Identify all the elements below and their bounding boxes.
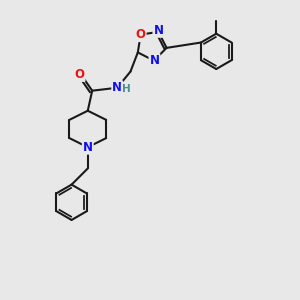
Text: H: H bbox=[122, 84, 130, 94]
Text: N: N bbox=[149, 54, 160, 67]
Text: O: O bbox=[136, 28, 146, 41]
Text: O: O bbox=[74, 68, 85, 81]
Text: N: N bbox=[112, 81, 122, 94]
Text: N: N bbox=[153, 24, 164, 37]
Text: N: N bbox=[83, 141, 93, 154]
